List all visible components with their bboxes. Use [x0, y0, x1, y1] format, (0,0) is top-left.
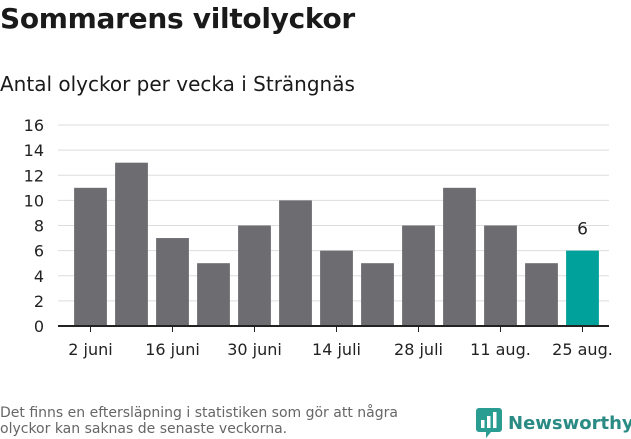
bar	[484, 225, 517, 326]
chart-title: Sommarens viltolyckor	[0, 2, 355, 35]
bar	[566, 250, 599, 326]
x-tick-label: 14 juli	[312, 340, 361, 359]
bar	[115, 162, 148, 326]
bar	[320, 250, 353, 326]
y-tick-label: 8	[34, 217, 44, 236]
y-tick-label: 10	[24, 191, 44, 210]
y-tick-label: 0	[34, 317, 44, 336]
chart-subtitle: Antal olyckor per vecka i Strängnäs	[0, 72, 355, 96]
newsworthy-logo-icon	[476, 408, 502, 438]
x-tick-label: 11 aug.	[470, 340, 531, 359]
x-tick-label: 16 juni	[145, 340, 200, 359]
y-tick-label: 6	[34, 242, 44, 261]
x-tick-label: 25 aug.	[552, 340, 613, 359]
bar-chart: 0 2 4 6 8 10 12 14 16 2 juni 16 juni 30 juni 14 juli…	[24, 116, 613, 359]
y-tick-label: 4	[34, 267, 44, 286]
bar	[197, 263, 230, 326]
bar	[74, 187, 107, 326]
y-tick-label: 16	[24, 116, 44, 135]
data-label: 6	[577, 220, 588, 240]
y-tick-label: 12	[24, 166, 44, 185]
bar	[443, 187, 476, 326]
y-tick-label: 2	[34, 292, 44, 311]
bar	[402, 225, 435, 326]
bar	[238, 225, 271, 326]
y-tick-label: 14	[24, 141, 44, 160]
x-tick-label: 2 juni	[68, 340, 112, 359]
brand-name: Newsworthy	[508, 412, 631, 434]
x-tick-label: 28 juli	[394, 340, 443, 359]
footnote: Det finns en eftersläpning i statistiken…	[0, 405, 398, 437]
bar	[156, 238, 189, 326]
bar	[525, 263, 558, 326]
bar	[279, 200, 312, 326]
bar	[361, 263, 394, 326]
newsworthy-logo[interactable]: Newsworthy	[476, 408, 631, 438]
x-tick-label: 30 juni	[227, 340, 282, 359]
